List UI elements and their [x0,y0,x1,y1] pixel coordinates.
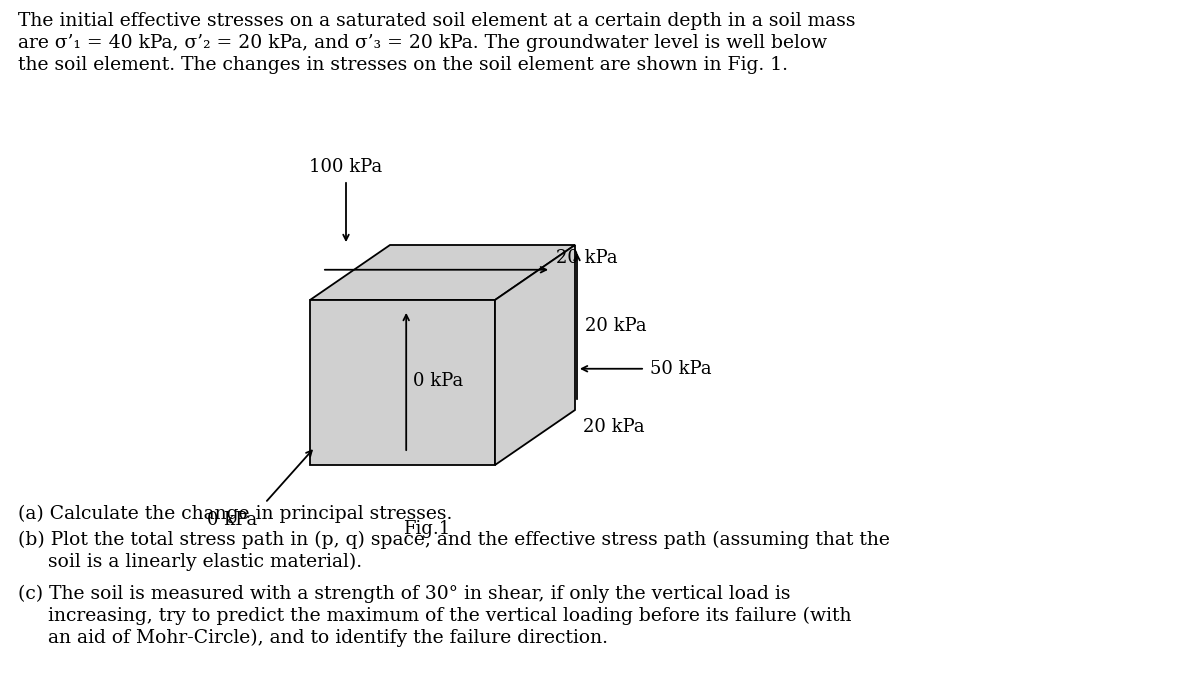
Polygon shape [309,245,575,300]
Text: 0 kPa: 0 kPa [413,373,463,390]
Text: (c) The soil is measured with a strength of 30° in shear, if only the vertical l: (c) The soil is measured with a strength… [18,585,790,603]
Text: (a) Calculate the change in principal stresses.: (a) Calculate the change in principal st… [18,505,452,523]
Text: (b) Plot the total stress path in (p, q) space, and the effective stress path (a: (b) Plot the total stress path in (p, q)… [18,531,889,549]
Text: 20 kPa: 20 kPa [585,317,647,335]
Text: the soil element. The changes in stresses on the soil element are shown in Fig. : the soil element. The changes in stresse… [18,56,788,74]
Text: 50 kPa: 50 kPa [650,360,712,378]
Text: The initial effective stresses on a saturated soil element at a certain depth in: The initial effective stresses on a satu… [18,12,855,30]
Polygon shape [495,245,575,465]
Text: are σ’₁ = 40 kPa, σ’₂ = 20 kPa, and σ’₃ = 20 kPa. The groundwater level is well : are σ’₁ = 40 kPa, σ’₂ = 20 kPa, and σ’₃ … [18,34,827,52]
Text: 100 kPa: 100 kPa [309,158,383,176]
Text: Fig.1: Fig.1 [403,520,450,538]
Text: 20 kPa: 20 kPa [583,418,645,436]
Text: an aid of Mohr-Circle), and to identify the failure direction.: an aid of Mohr-Circle), and to identify … [18,629,608,647]
Text: 0 kPa: 0 kPa [207,511,257,529]
Text: soil is a linearly elastic material).: soil is a linearly elastic material). [18,553,363,571]
Text: 20 kPa: 20 kPa [556,249,618,267]
Text: increasing, try to predict the maximum of the vertical loading before its failur: increasing, try to predict the maximum o… [18,607,852,625]
Polygon shape [309,300,495,465]
